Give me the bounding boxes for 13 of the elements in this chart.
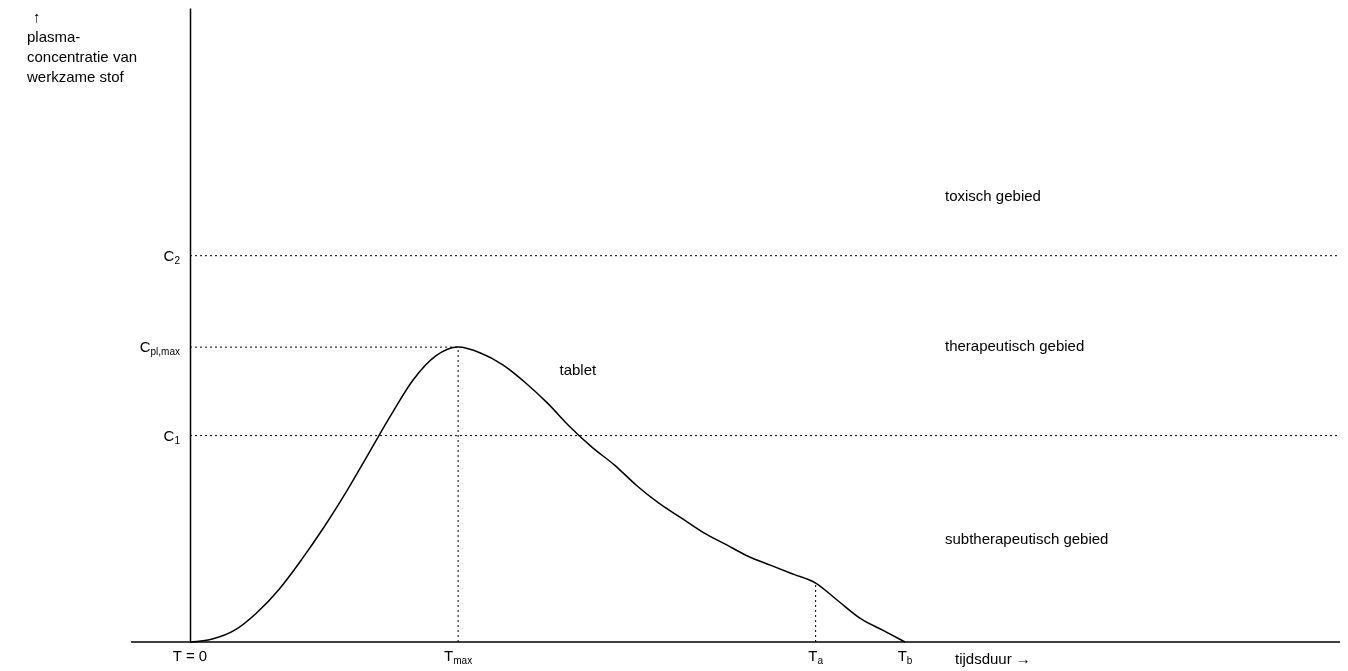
x-tick-label: T = 0 xyxy=(172,647,208,664)
text: ↑ plasma- concentratie van werkzame stof xyxy=(26,8,138,85)
text: therapeutisch gebied xyxy=(945,336,1085,354)
text: subtherapeutisch gebied xyxy=(945,529,1109,547)
ref-line-label: C$_{2}$ xyxy=(163,246,181,266)
series-label: tablet xyxy=(559,361,598,379)
x-tick-label: T$_{b}$ xyxy=(897,647,913,666)
x-tick-label: T$_{max}$ xyxy=(444,647,473,666)
ref-line-label: C$_{1}$ xyxy=(163,426,181,446)
x-axis-title: tijdsduur → xyxy=(955,650,1031,667)
x-tick-label: T$_{a}$ xyxy=(808,647,824,666)
annotation: C$_{pl,max}$ xyxy=(139,338,180,358)
text: toxisch gebied xyxy=(945,186,1041,204)
